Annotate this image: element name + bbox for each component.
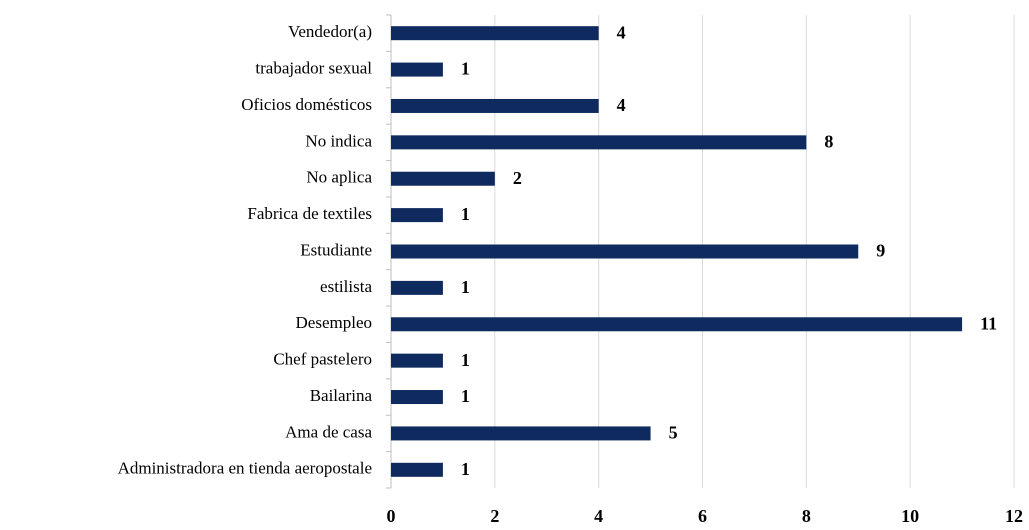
bar (391, 135, 807, 150)
bar (391, 353, 443, 368)
bar (391, 244, 859, 259)
y-tick-label: trabajador sexual (255, 58, 372, 77)
y-tick-label: Estudiante (300, 240, 372, 259)
value-label: 8 (824, 131, 833, 151)
y-tick-label: Ama de casa (285, 422, 372, 441)
bar (391, 171, 495, 186)
y-tick-label: Oficios domésticos (241, 95, 372, 114)
x-tick-label: 6 (698, 506, 707, 526)
value-label: 4 (617, 95, 626, 115)
bar (391, 26, 599, 41)
y-tick-label: Chef pastelero (273, 350, 372, 369)
x-tick-label: 12 (1005, 506, 1023, 526)
bar (391, 62, 443, 77)
y-tick-label: estilista (320, 277, 372, 296)
bar (391, 390, 443, 405)
y-tick-label: Fabrica de textiles (247, 204, 372, 223)
value-label: 9 (876, 241, 885, 261)
x-tick-label: 2 (490, 506, 499, 526)
bar (391, 208, 443, 223)
bar (391, 317, 963, 332)
x-tick-label: 0 (387, 506, 396, 526)
y-tick-label: Vendedor(a) (288, 22, 372, 41)
x-tick-label: 10 (901, 506, 919, 526)
bar (391, 98, 599, 113)
value-label: 2 (513, 168, 522, 188)
value-label: 4 (617, 22, 626, 42)
y-tick-label: No aplica (306, 168, 372, 187)
x-tick-label: 4 (594, 506, 603, 526)
value-label: 1 (461, 277, 470, 297)
y-tick-label: Desempleo (296, 313, 372, 332)
y-tick-label: Administradora en tienda aeropostale (118, 459, 372, 478)
value-label: 5 (669, 423, 678, 443)
bar (391, 280, 443, 295)
value-label: 1 (461, 350, 470, 370)
value-label: 1 (461, 386, 470, 406)
value-label: 1 (461, 59, 470, 79)
value-label: 1 (461, 459, 470, 479)
y-tick-label: Bailarina (310, 386, 373, 405)
x-tick-label: 8 (802, 506, 811, 526)
bar (391, 462, 443, 477)
value-label: 11 (980, 313, 997, 333)
bar (391, 426, 651, 441)
value-label: 1 (461, 204, 470, 224)
y-tick-label: No indica (305, 131, 372, 150)
